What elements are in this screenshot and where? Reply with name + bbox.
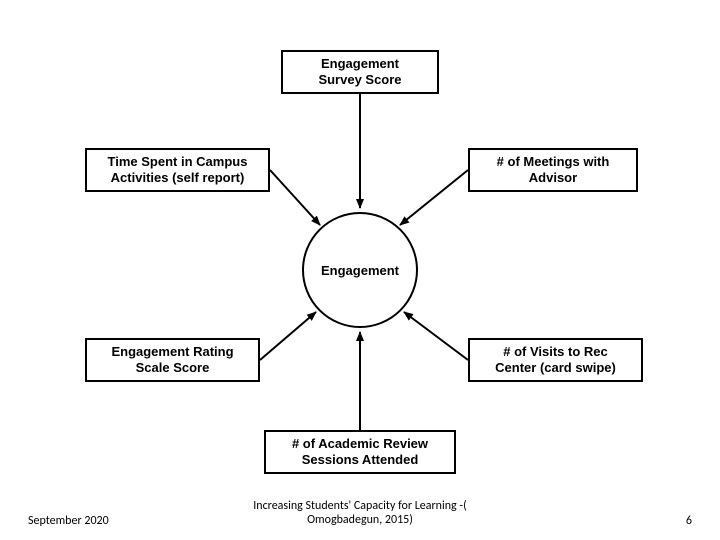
node-box-bottom: # of Academic Review Sessions Attended: [264, 430, 456, 474]
node-label: Engagement Survey Score: [318, 56, 401, 89]
diagram-canvas: Engagement Engagement Survey Score Time S…: [0, 0, 720, 540]
node-box-lower_left: Engagement Rating Scale Score: [85, 338, 260, 382]
node-box-upper_right: # of Meetings with Advisor: [468, 148, 638, 192]
arrow-upper_left: [270, 170, 320, 225]
arrow-upper_right: [400, 170, 468, 225]
node-box-lower_right: # of Visits to Rec Center (card swipe): [468, 338, 643, 382]
arrow-lower_right: [404, 312, 468, 360]
node-label: Engagement Rating Scale Score: [111, 344, 233, 377]
footer-page: 6: [686, 514, 692, 528]
footer-caption: Increasing Students' Capacity for Learni…: [0, 500, 720, 528]
arrow-lower_left: [260, 312, 316, 360]
center-node-label: Engagement: [321, 263, 399, 278]
node-box-top: Engagement Survey Score: [281, 50, 439, 94]
node-label: # of Meetings with Advisor: [497, 154, 610, 187]
node-label: # of Academic Review Sessions Attended: [292, 436, 428, 469]
node-label: Time Spent in Campus Activities (self re…: [108, 154, 248, 187]
center-node-engagement: Engagement: [302, 212, 418, 328]
node-label: # of Visits to Rec Center (card swipe): [495, 344, 616, 377]
node-box-upper_left: Time Spent in Campus Activities (self re…: [85, 148, 270, 192]
